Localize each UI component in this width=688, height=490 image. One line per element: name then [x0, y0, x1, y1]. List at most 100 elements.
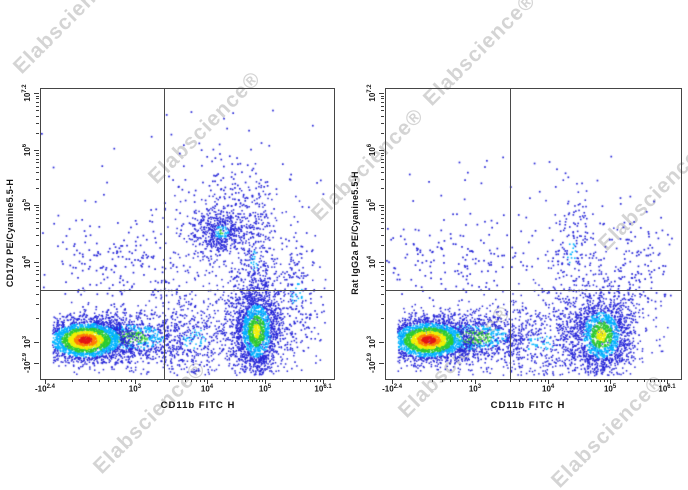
x-axis-tick-label: 103: [469, 384, 481, 394]
y-axis-tick-label: 107.2: [22, 84, 32, 101]
y-axis-minor-tick: [381, 166, 384, 168]
y-axis-minor-tick: [36, 110, 39, 112]
x-axis-tick-label: 104: [542, 384, 554, 394]
x-axis-minor-tick: [644, 379, 646, 382]
y-axis-tick-label: 105: [367, 199, 377, 211]
right-scatter-canvas: [386, 89, 679, 377]
x-axis-minor-tick: [191, 379, 192, 382]
tick-base: 10: [22, 339, 32, 349]
x-axis-minor-tick: [591, 379, 593, 382]
tick-exponent: 6.1: [667, 384, 676, 390]
x-axis-minor-tick: [252, 379, 254, 382]
y-axis-minor-tick: [36, 222, 39, 224]
left-x-axis-title: CD11b FITC H: [160, 400, 236, 411]
left-plot-area: [40, 88, 335, 380]
x-axis-minor-tick: [234, 379, 236, 382]
x-axis-minor-tick: [607, 379, 609, 382]
y-axis-minor-tick: [381, 155, 384, 157]
x-axis-minor-tick: [637, 379, 639, 382]
tick-base: 10: [542, 384, 551, 394]
tick-base: 10: [658, 384, 668, 394]
y-axis-major-tick: [34, 342, 39, 344]
x-axis-minor-tick: [200, 379, 202, 382]
x-axis-minor-tick: [627, 379, 629, 382]
y-axis-minor-tick: [36, 227, 39, 229]
y-axis-minor-tick: [381, 303, 384, 305]
x-axis-minor-tick: [292, 379, 294, 382]
y-axis-minor-tick: [381, 110, 384, 112]
x-axis-minor-tick: [462, 379, 464, 382]
y-axis-minor-tick: [36, 217, 39, 219]
tick-base: 10: [22, 202, 32, 211]
tick-exponent: 5: [367, 198, 374, 203]
x-axis-minor-tick: [224, 379, 226, 382]
y-axis-minor-tick: [381, 152, 384, 154]
right-quadrant-gate-horizontal: [386, 290, 681, 291]
y-axis-minor-tick: [381, 227, 384, 229]
x-axis-minor-tick: [317, 379, 319, 382]
tick-exponent: 7.2: [367, 84, 374, 93]
x-axis-minor-tick: [466, 379, 468, 382]
x-axis-minor-tick: [156, 379, 158, 382]
x-axis-major-tick: [207, 379, 208, 384]
x-axis-major-tick: [392, 379, 394, 384]
y-axis-minor-tick: [36, 178, 39, 180]
right-y-axis-title: Rat IgG2a PE/Cyanine5.5-H: [350, 171, 360, 295]
x-axis-tick-label: -102.4: [382, 384, 402, 394]
y-axis-minor-tick: [36, 303, 39, 305]
y-axis-minor-tick: [36, 158, 39, 160]
tick-exponent: 4: [22, 255, 29, 260]
y-axis-minor-tick: [381, 317, 384, 319]
y-axis-minor-tick: [36, 115, 39, 117]
x-axis-minor-tick: [654, 379, 656, 382]
tick-exponent: 5: [612, 384, 617, 390]
x-axis-minor-tick: [585, 379, 587, 382]
tick-exponent: 3: [137, 384, 142, 390]
y-axis-minor-tick: [381, 210, 384, 212]
y-axis-major-tick: [379, 362, 384, 364]
y-axis-tick-label: 106: [367, 144, 377, 156]
x-axis-minor-tick: [107, 379, 109, 382]
y-axis-major-tick: [34, 150, 39, 152]
y-axis-minor-tick: [381, 178, 384, 180]
y-axis-major-tick: [34, 92, 39, 94]
y-axis-minor-tick: [36, 293, 39, 295]
x-axis-minor-tick: [471, 379, 473, 382]
tick-exponent: 5: [267, 384, 272, 390]
x-axis-minor-tick: [305, 379, 307, 382]
y-axis-minor-tick: [36, 279, 39, 281]
tick-exponent: 5: [22, 198, 29, 203]
tick-exponent: 4: [367, 255, 374, 260]
y-axis-major-tick: [34, 204, 39, 206]
x-axis-minor-tick: [87, 379, 89, 382]
x-axis-minor-tick: [441, 379, 443, 382]
y-axis-minor-tick: [381, 95, 384, 97]
x-axis-minor-tick: [509, 379, 511, 382]
tick-exponent: 2.4: [393, 384, 403, 390]
x-axis-major-tick: [265, 379, 267, 384]
x-axis-tick-label: 103: [129, 384, 141, 394]
x-axis-minor-tick: [195, 379, 197, 382]
x-axis-minor-tick: [310, 379, 312, 382]
tick-exponent: 3: [367, 335, 374, 340]
y-axis-major-tick: [34, 362, 39, 364]
y-axis-minor-tick: [36, 269, 39, 271]
x-axis-minor-tick: [256, 379, 258, 382]
x-axis-minor-tick: [259, 379, 261, 382]
x-axis-minor-tick: [241, 379, 243, 382]
tick-exponent: 3: [22, 335, 29, 340]
x-axis-minor-tick: [649, 379, 651, 382]
x-axis-minor-tick: [526, 379, 528, 382]
x-axis-minor-tick: [661, 379, 663, 382]
x-axis-minor-tick: [314, 379, 316, 382]
y-axis-minor-tick: [36, 105, 39, 107]
x-axis-minor-tick: [178, 379, 180, 382]
x-axis-minor-tick: [519, 379, 521, 382]
tick-exponent: 2.4: [46, 384, 55, 390]
y-axis-minor-tick: [381, 122, 384, 124]
y-axis-minor-tick: [36, 244, 39, 246]
y-axis-minor-tick: [36, 286, 39, 288]
y-axis-minor-tick: [36, 122, 39, 124]
x-axis-tick-label: 106.1: [658, 384, 675, 394]
